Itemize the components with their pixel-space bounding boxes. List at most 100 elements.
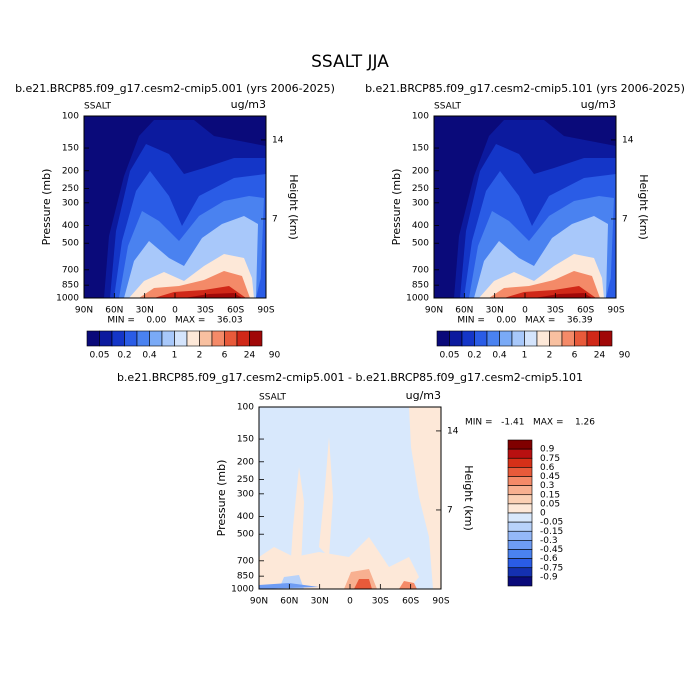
colorbar-box [236,330,250,347]
colorbar-box [86,330,100,347]
colorbar-label: 0.05 [89,351,109,361]
colorbar-box [186,330,200,347]
colorbar-box [507,457,533,468]
contour-field [84,116,266,298]
x-tick-label: 90N [425,306,443,316]
y2-tick-label: 7 [622,214,628,224]
colorbar-box [124,330,138,347]
y2-axis-label: Height (km) [287,174,300,240]
units-label: ug/m3 [406,389,441,402]
colorbar-label: 0.05 [540,499,560,509]
x-tick-label: 60N [455,306,473,316]
y-tick-label: 1000 [56,294,79,304]
colorbar-label: -0.6 [540,554,558,564]
x-tick-label: 60N [105,306,123,316]
colorbar-box [507,485,533,496]
y-tick-label: 200 [237,457,254,467]
panel-title: b.e21.BRCP85.f09_g17.cesm2-cmip5.001 (yr… [15,82,335,95]
colorbar-label: -0.05 [540,518,563,528]
y-axis-label: Pressure (mb) [215,460,228,537]
x-tick-label: 60S [227,306,244,316]
colorbar-box [211,330,225,347]
y2-tick-label: 14 [622,135,634,145]
colorbar-label: 0.75 [540,454,560,464]
units-label: ug/m3 [231,98,266,111]
y-tick-label: 250 [62,184,79,194]
colorbar-box [507,439,533,450]
colorbar-label: 0.6 [540,463,555,473]
colorbar-box [136,330,150,347]
panel-title: b.e21.BRCP85.f09_g17.cesm2-cmip5.001 - b… [117,371,583,384]
x-tick-label: 30S [547,306,564,316]
y-tick-label: 100 [62,112,79,122]
y-tick-label: 700 [237,556,254,566]
colorbar-box [574,330,588,347]
min-max: MIN = -1.41 MAX = 1.26 [465,418,595,428]
figure-title: SSALT JJA [311,52,389,72]
y-tick-label: 1000 [406,294,429,304]
y2-tick-label: 14 [447,426,459,436]
colorbar-box [549,330,563,347]
colorbar-label: 0.4 [142,351,157,361]
y-tick-label: 700 [412,265,429,275]
min-max: MIN = 0.00 MAX = 36.39 [457,316,593,326]
colorbar-label: -0.3 [540,536,558,546]
colorbar-box [507,530,533,541]
colorbar-box [174,330,188,347]
colorbar-box [511,330,525,347]
colorbar-label: 1 [522,351,528,361]
x-tick-label: 30S [197,306,214,316]
colorbar-box [507,494,533,505]
variable-label: SSALT [84,102,112,112]
y-tick-label: 700 [62,265,79,275]
colorbar-box [507,558,533,569]
x-tick-label: 90S [257,306,274,316]
y-tick-label: 400 [412,221,429,231]
colorbar-box [507,503,533,514]
colorbar-label: 0.3 [540,481,554,491]
y-tick-label: 1000 [231,585,254,595]
colorbar-label: 0.2 [117,351,131,361]
colorbar-box [199,330,213,347]
x-tick-label: 0 [522,306,528,316]
colorbar-label: 0 [540,509,546,519]
colorbar-box [507,448,533,459]
y-tick-label: 500 [237,530,254,540]
y-axis-label: Pressure (mb) [40,169,53,246]
panel-title: b.e21.BRCP85.f09_g17.cesm2-cmip5.101 (yr… [365,82,685,95]
y-tick-label: 850 [412,281,429,291]
y-tick-label: 150 [62,144,79,154]
y-tick-label: 300 [412,198,429,208]
min-max: MIN = 0.00 MAX = 36.03 [107,316,242,326]
x-tick-label: 60S [402,597,419,607]
colorbar-label: 24 [244,351,256,361]
colorbar-label: -0.45 [540,545,563,555]
x-tick-label: 30N [486,306,504,316]
colorbar-label: 6 [572,351,578,361]
x-tick-label: 60S [577,306,594,316]
contour-field [434,116,616,298]
colorbar-box [499,330,513,347]
x-tick-label: 30N [136,306,154,316]
y-tick-label: 850 [62,281,79,291]
y2-tick-label: 7 [447,505,453,515]
colorbar-box [486,330,500,347]
colorbar-box [99,330,113,347]
x-tick-label: 90S [432,597,449,607]
colorbar-label: 1 [172,351,178,361]
x-tick-label: 90N [250,597,268,607]
y-tick-label: 100 [237,403,254,413]
colorbar-label: 0.9 [540,445,555,455]
colorbar-box [507,576,533,587]
colorbar-box [249,330,263,347]
colorbar-box [507,521,533,532]
x-tick-label: 30S [372,597,389,607]
colorbar-label: 0.4 [492,351,507,361]
y-axis-label: Pressure (mb) [390,169,403,246]
y-tick-label: 300 [237,489,254,499]
y2-axis-label: Height (km) [637,174,650,240]
colorbar-box [224,330,238,347]
y-tick-label: 400 [62,221,79,231]
colorbar-label: -0.15 [540,527,563,537]
